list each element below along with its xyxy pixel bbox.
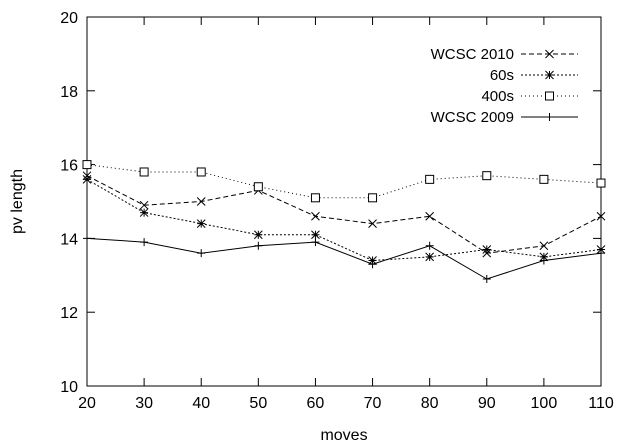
data-point [597,249,605,258]
series-group [82,160,606,283]
data-point [425,252,435,262]
x-tick-label: 90 [478,395,496,412]
legend-marker [545,70,554,80]
axes: 10 12 14 16 18 20 20 30 40 50 60 70 80 90 100 110 [60,10,614,412]
data-point [82,160,92,170]
x-tick-label: 100 [531,395,558,412]
data-point [140,238,149,247]
data-point [311,211,320,221]
data-point [482,245,492,254]
data-point [539,241,549,251]
series-line [86,175,602,254]
data-point [253,182,263,192]
y-tick-label: 16 [60,158,78,175]
x-tick-label: 50 [249,395,267,412]
y-tick-label: 14 [60,231,78,248]
x-tick-label: 110 [588,395,614,412]
x-tick-label: 60 [307,395,325,412]
series-1 [82,175,606,265]
series-line [86,178,602,262]
plot-frame [86,16,602,387]
data-point [139,208,149,217]
y-tick-label: 12 [60,305,78,322]
data-point [139,200,149,210]
series-line [86,164,602,199]
data-point [482,171,492,181]
data-point [82,175,92,184]
series-line [86,237,602,280]
data-point [539,256,548,265]
data-point [254,241,263,250]
data-point [539,174,549,184]
y-tick-label: 20 [60,10,78,27]
data-point [311,230,320,240]
data-point [83,234,91,243]
legend: WCSC 2010 60s 400s WCSC 2009 [431,46,578,126]
data-point [596,178,606,188]
data-point [311,238,320,247]
data-point [197,249,206,258]
series-2 [82,160,606,203]
y-tick-label: 10 [60,379,78,396]
y-tick-label: 18 [60,84,78,101]
data-point [425,174,435,184]
y-axis-label: pv length [9,169,26,234]
x-tick-label: 70 [364,395,382,412]
data-point [196,219,206,228]
legend-marker [545,113,554,121]
data-point [139,167,149,177]
x-tick-label: 30 [135,395,153,412]
x-tick-label: 80 [421,395,439,412]
legend-label: WCSC 2010 [431,46,514,63]
series-0 [82,171,606,258]
data-point [482,274,491,283]
data-point [368,219,377,228]
data-point [368,193,378,203]
data-point [253,230,263,240]
legend-label: 60s [490,67,514,84]
data-point [425,241,434,250]
data-point [310,193,320,203]
x-tick-label: 20 [78,395,96,412]
data-point [425,211,435,221]
x-axis-label: moves [320,427,367,443]
data-point [368,260,377,269]
legend-marker [545,49,554,59]
series-3 [83,234,605,283]
data-point [196,167,206,177]
data-point [196,197,206,206]
legend-marker [545,91,554,101]
legend-label: WCSC 2009 [431,109,514,126]
data-point [596,211,606,221]
legend-label: 400s [481,88,514,105]
x-tick-label: 40 [192,395,210,412]
